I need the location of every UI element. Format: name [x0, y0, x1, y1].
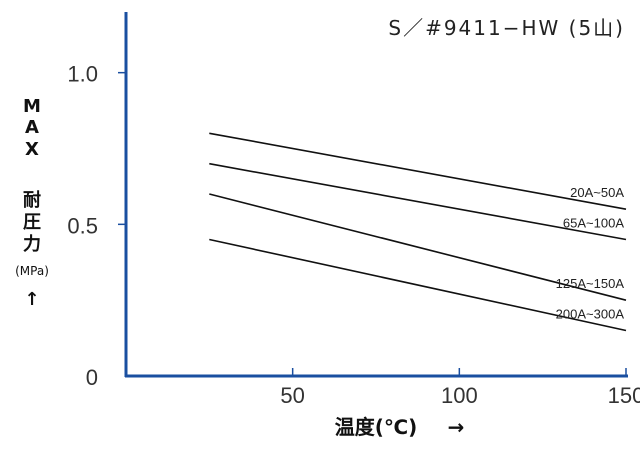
series-line: [209, 238, 627, 332]
series-label: 20A~50A: [570, 185, 624, 200]
y-label-char: X: [25, 139, 39, 160]
x-tick-label: 50: [280, 383, 304, 408]
series-line: [209, 193, 627, 301]
y-tick-label: 1.0: [67, 62, 98, 87]
chart-title: S／#9411−HW (5山): [388, 16, 625, 40]
y-unit-label: (MPa): [15, 264, 49, 278]
x-ticks: 50 100 150: [280, 368, 640, 408]
y-label-char: A: [25, 117, 39, 138]
series-label: 65A~100A: [563, 216, 624, 231]
y-axis-label: M A X 耐 圧 力 (MPa) ↑: [15, 96, 49, 310]
series-label: 125A~150A: [556, 276, 625, 291]
series-lines: [209, 132, 627, 332]
x-tick-label: 100: [441, 383, 478, 408]
series-label: 200A~300A: [556, 307, 625, 322]
y-label-char: 圧: [23, 212, 41, 233]
x-axis-label: 温度(℃): [335, 415, 418, 439]
series-line: [209, 162, 627, 241]
y-tick-label: 0.5: [67, 213, 98, 238]
x-tick-label: 150: [608, 383, 640, 408]
y-label-char: 力: [23, 234, 41, 255]
y-tick-label: 0: [86, 365, 98, 390]
series-labels: 20A~50A 65A~100A 125A~150A 200A~300A: [556, 185, 625, 321]
y-label-char: 耐: [23, 189, 41, 211]
y-label-char: M: [23, 96, 41, 117]
y-unit-arrow: ↑: [24, 289, 39, 310]
y-ticks: 0 0.5 1.0: [67, 62, 126, 390]
series-line: [209, 132, 627, 210]
x-axis-arrow: →: [448, 415, 465, 439]
